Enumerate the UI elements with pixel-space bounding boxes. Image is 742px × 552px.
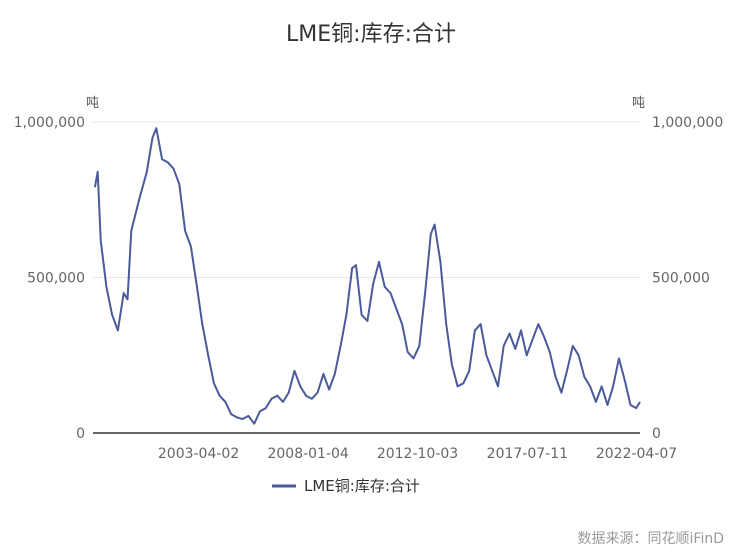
left-y-unit: 吨 <box>86 96 100 111</box>
y-tick-label-right: 500,000 <box>652 271 710 287</box>
series-line <box>93 127 641 425</box>
x-tick-label: 2022-04-07 <box>596 446 677 462</box>
x-tick-label: 2003-04-02 <box>158 446 239 462</box>
y-tick-label-left: 0 <box>76 426 85 442</box>
x-tick-label: 2008-01-04 <box>267 446 348 462</box>
y-tick-label-left: 500,000 <box>27 271 85 287</box>
data-source-label: 数据来源：同花顺iFinD <box>577 531 724 547</box>
x-tick-label: 2012-10-03 <box>377 446 458 462</box>
y-tick-label-left: 1,000,000 <box>14 115 85 131</box>
y-tick-label-right: 1,000,000 <box>652 115 723 131</box>
legend-label: LME铜:库存:合计 <box>304 477 420 495</box>
y-tick-label-right: 0 <box>652 426 661 442</box>
chart-title: LME铜:库存:合计 <box>286 22 456 47</box>
right-y-unit: 吨 <box>632 96 646 111</box>
x-tick-label: 2017-07-11 <box>487 446 568 462</box>
